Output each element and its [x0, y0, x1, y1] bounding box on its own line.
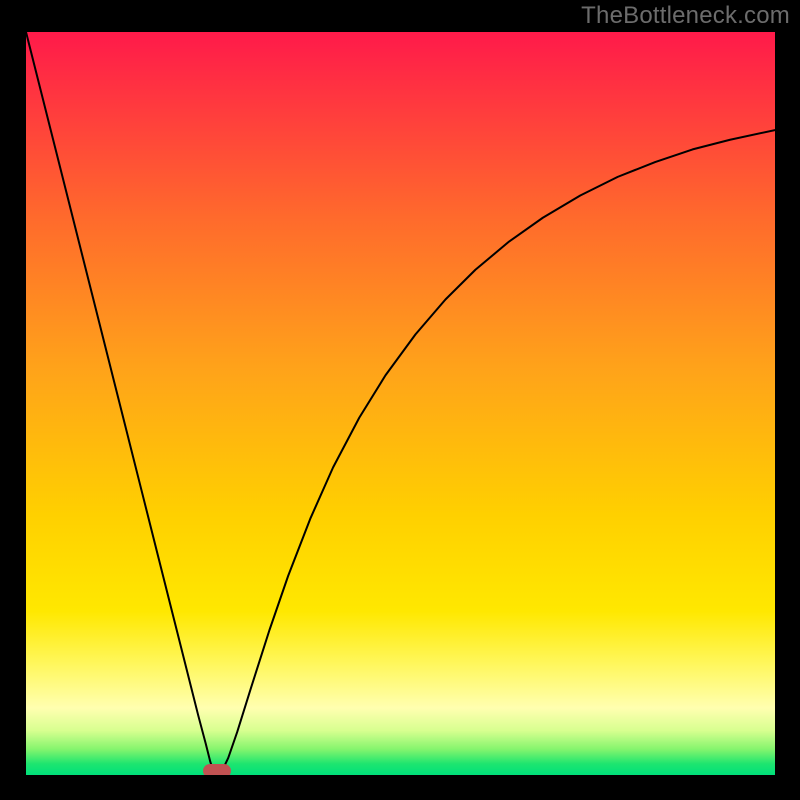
bottleneck-curve [26, 32, 775, 775]
minimum-marker [203, 764, 231, 775]
chart-frame: TheBottleneck.com [0, 0, 800, 800]
watermark-text: TheBottleneck.com [581, 2, 790, 30]
curve-path [26, 32, 775, 775]
plot-area [26, 32, 775, 775]
